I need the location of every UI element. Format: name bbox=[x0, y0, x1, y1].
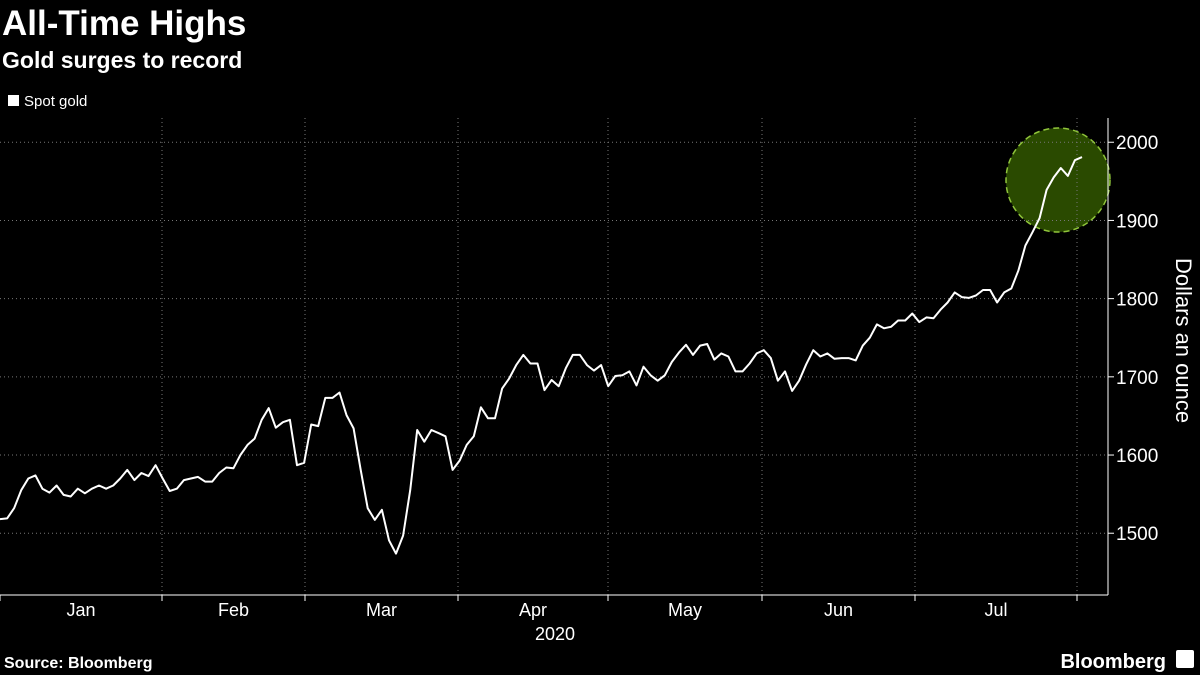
y-tick-label: 1800 bbox=[1116, 290, 1158, 311]
source: Source: Bloomberg bbox=[4, 655, 152, 672]
x-tick-label: Jul bbox=[984, 600, 1007, 620]
x-tick-label: Apr bbox=[519, 600, 547, 620]
y-axis-label: Dollars an ounce bbox=[1171, 258, 1196, 423]
brand: Bloomberg bbox=[1060, 651, 1166, 673]
y-tick-label: 1700 bbox=[1116, 368, 1158, 389]
x-tick-label: Feb bbox=[218, 600, 249, 620]
x-tick-label: Jan bbox=[66, 600, 95, 620]
y-tick-label: 1600 bbox=[1116, 446, 1158, 467]
legend-label: Spot gold bbox=[24, 93, 87, 110]
x-axis-label: 2020 bbox=[535, 624, 575, 644]
y-tick-label: 2000 bbox=[1116, 133, 1158, 154]
legend-swatch bbox=[8, 95, 19, 106]
brand-icon bbox=[1176, 650, 1194, 668]
chart-subtitle: Gold surges to record bbox=[2, 47, 242, 73]
x-tick-label: May bbox=[668, 600, 702, 620]
x-tick-label: Jun bbox=[824, 600, 853, 620]
x-tick-label: Mar bbox=[366, 600, 397, 620]
highlight bbox=[1005, 127, 1111, 233]
y-tick-label: 1500 bbox=[1116, 524, 1158, 545]
chart-title: All-Time Highs bbox=[2, 4, 246, 43]
line bbox=[0, 156, 1083, 555]
y-tick-label: 1900 bbox=[1116, 211, 1158, 232]
